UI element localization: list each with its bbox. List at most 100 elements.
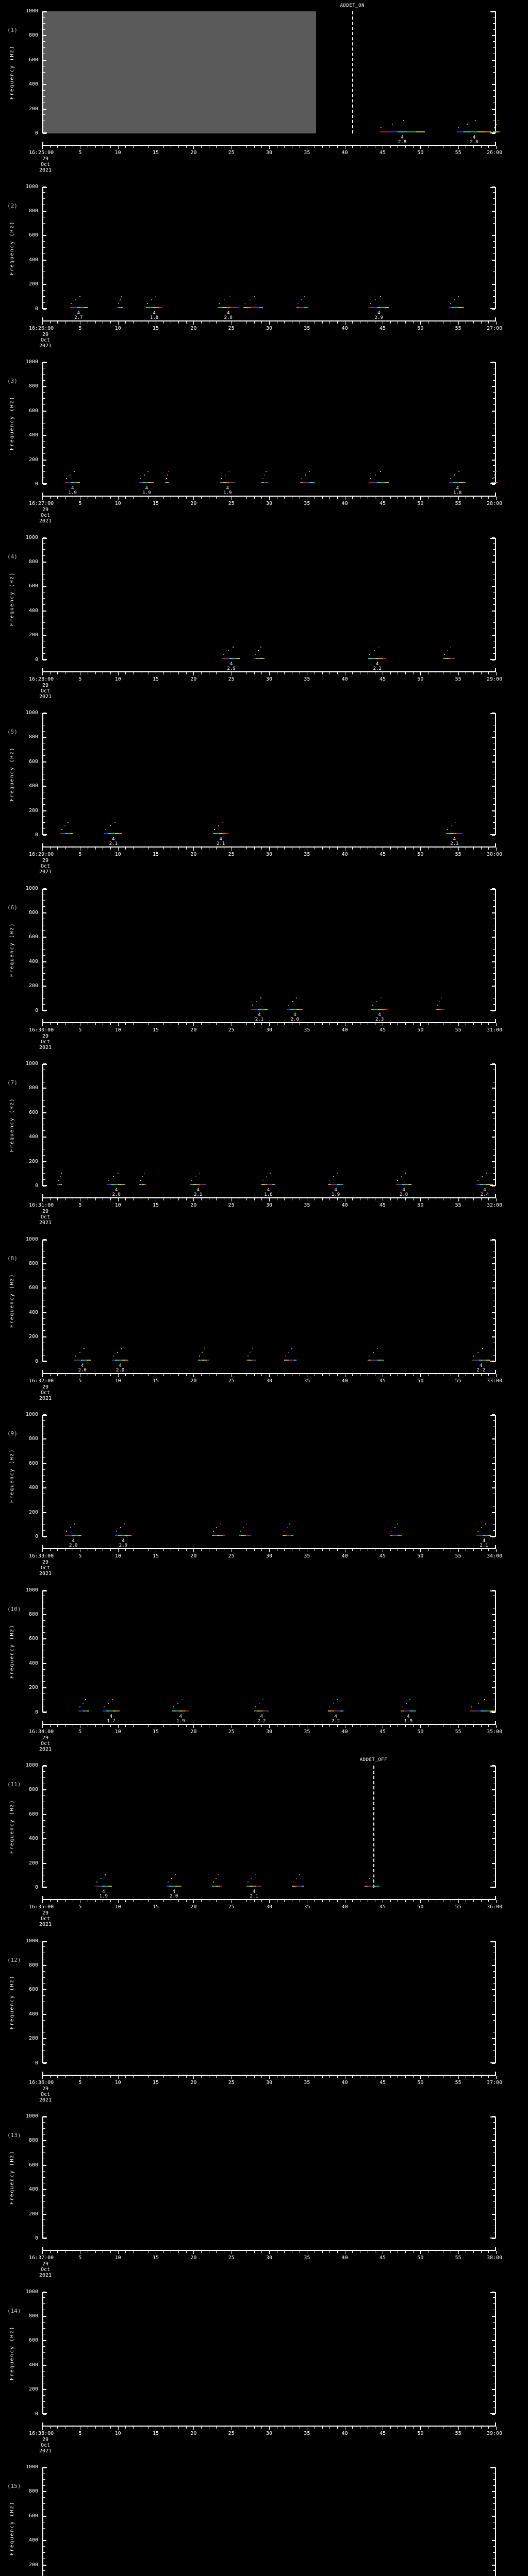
detection-mark bbox=[328, 1590, 343, 1713]
y-tick-label: 0 bbox=[35, 306, 38, 312]
y-tick-label: 0 bbox=[35, 1183, 38, 1189]
detection-bar-segment bbox=[59, 1184, 60, 1185]
detection-speckle bbox=[83, 1348, 85, 1349]
y-tick-minor bbox=[43, 1832, 45, 1833]
detection-bar-segment bbox=[390, 1535, 393, 1536]
x-tick-minor bbox=[390, 1023, 391, 1025]
x-tick-major bbox=[458, 1374, 459, 1377]
detection-bar-segment bbox=[213, 833, 217, 834]
detection-bar-segment bbox=[446, 833, 450, 834]
detection-mark bbox=[449, 187, 465, 309]
y-tick-major-right bbox=[492, 1663, 495, 1664]
detection-bar-segment bbox=[404, 1710, 407, 1711]
x-tick-minor bbox=[412, 2426, 414, 2429]
x-tick-label: 45 bbox=[379, 150, 386, 156]
x-tick-minor bbox=[216, 672, 217, 674]
x-tick-major bbox=[118, 1549, 119, 1552]
y-tick-major-right bbox=[492, 210, 495, 212]
y-tick-minor bbox=[43, 1173, 45, 1174]
x-tick-minor bbox=[246, 1374, 247, 1376]
y-tick-major bbox=[43, 761, 46, 762]
y-tick-major-right bbox=[492, 2116, 495, 2117]
x-tick-minor bbox=[201, 2426, 202, 2429]
x-tick-label: 5 bbox=[78, 1728, 82, 1735]
y-tick-minor-right bbox=[493, 1681, 495, 1682]
y-tick-major bbox=[43, 835, 46, 836]
x-tick-minor bbox=[405, 146, 406, 148]
y-tick-label: 800 bbox=[28, 558, 38, 565]
y-tick-major bbox=[43, 1438, 46, 1440]
detection-speckle bbox=[64, 825, 66, 826]
x-tick-label: 10 bbox=[114, 1027, 121, 1033]
y-axis-title: Frequency (Hz) bbox=[9, 1800, 15, 1854]
y-tick-minor-right bbox=[493, 223, 495, 224]
x-tick-major bbox=[269, 321, 270, 325]
x-tick-label: 30 bbox=[266, 1728, 273, 1735]
right-axis-top-cap bbox=[490, 1239, 495, 1241]
y-tick-minor-right bbox=[493, 1983, 495, 1984]
y-tick-label: 800 bbox=[28, 1260, 38, 1266]
detection-bar-segment bbox=[312, 482, 316, 483]
panel-number: (10) bbox=[7, 1605, 21, 1613]
detection-bar-segment bbox=[249, 1535, 251, 1536]
detection-mark bbox=[296, 187, 309, 309]
y-tick-minor-right bbox=[493, 1318, 495, 1319]
x-tick-minor bbox=[133, 1198, 134, 1200]
x-tick-minor bbox=[133, 1023, 134, 1025]
detection-bar-segment bbox=[376, 1886, 380, 1887]
detection-speckle bbox=[117, 1173, 119, 1174]
x-axis-end-label: 35:00 bbox=[487, 1728, 503, 1735]
detection-label: 4 2.1 bbox=[255, 1012, 264, 1022]
x-tick-label: 35 bbox=[304, 2079, 310, 2086]
y-tick-label: 0 bbox=[35, 130, 38, 136]
x-tick-minor bbox=[352, 848, 353, 850]
y-tick-major-right bbox=[492, 2238, 495, 2239]
y-tick-minor bbox=[43, 1995, 45, 1996]
y-tick-minor bbox=[43, 1681, 45, 1682]
x-tick-label: 5 bbox=[78, 325, 82, 331]
detection-label: 4 2.9 bbox=[227, 661, 236, 671]
y-tick-major-right bbox=[492, 84, 495, 86]
x-axis bbox=[42, 1372, 496, 1374]
x-tick-label: 25 bbox=[228, 852, 235, 857]
detection-speckle bbox=[481, 1176, 483, 1177]
y-tick-minor-right bbox=[493, 1946, 495, 1947]
x-tick-minor bbox=[110, 1549, 111, 1551]
y-tick-major-right bbox=[492, 2491, 495, 2493]
y-tick-label: 0 bbox=[35, 832, 38, 838]
x-tick-major bbox=[193, 497, 194, 500]
detection-speckle bbox=[378, 646, 380, 648]
x-tick-minor bbox=[352, 1549, 353, 1551]
detection-bar-segment bbox=[381, 1359, 384, 1361]
detection-bar-segment bbox=[145, 482, 148, 483]
y-tick-label: 1000 bbox=[25, 534, 38, 540]
detection-bar-segment bbox=[119, 833, 123, 834]
detection-bar-segment bbox=[148, 482, 152, 483]
detection-label: 4 2.0 bbox=[78, 1363, 87, 1373]
x-tick-minor bbox=[390, 2426, 391, 2429]
y-tick-major-right bbox=[492, 1887, 495, 1888]
detection-speckle bbox=[199, 1355, 201, 1357]
detection-bar-segment bbox=[222, 307, 226, 308]
detection-bar-segment bbox=[140, 1184, 142, 1185]
x-tick-minor bbox=[473, 321, 474, 324]
x-tick-minor bbox=[488, 146, 489, 148]
x-tick-minor bbox=[125, 1023, 126, 1025]
x-tick-minor bbox=[390, 497, 391, 499]
detection-mark bbox=[69, 187, 88, 309]
y-tick-minor-right bbox=[493, 906, 495, 907]
detection-mark bbox=[364, 1766, 380, 1888]
x-tick-minor bbox=[216, 1724, 217, 1727]
y-tick-label: 800 bbox=[28, 1611, 38, 1617]
detection-speckle bbox=[104, 1706, 105, 1707]
x-tick-minor bbox=[329, 1549, 331, 1551]
x-axis-right-cap bbox=[495, 1369, 496, 1374]
y-tick-major bbox=[43, 1512, 46, 1513]
detection-bar-segment bbox=[78, 1535, 82, 1536]
x-axis-right-cap bbox=[495, 1019, 496, 1023]
y-tick-label: 1000 bbox=[25, 2289, 38, 2295]
x-tick-label: 5 bbox=[78, 2079, 82, 2086]
detection-speckle bbox=[284, 1531, 285, 1532]
y-tick-minor-right bbox=[493, 2395, 495, 2396]
y-tick-minor bbox=[43, 47, 45, 48]
